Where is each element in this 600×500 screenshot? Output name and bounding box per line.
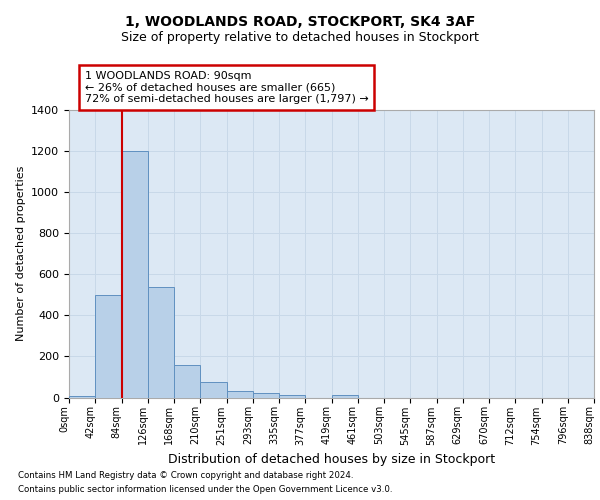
Bar	[121, 151, 148, 398]
Bar	[174, 364, 200, 398]
Text: Size of property relative to detached houses in Stockport: Size of property relative to detached ho…	[121, 31, 479, 44]
Text: Contains public sector information licensed under the Open Government Licence v3: Contains public sector information licen…	[18, 484, 392, 494]
Bar	[200, 382, 227, 398]
Text: Contains HM Land Registry data © Crown copyright and database right 2024.: Contains HM Land Registry data © Crown c…	[18, 472, 353, 480]
Bar	[148, 286, 174, 398]
Y-axis label: Number of detached properties: Number of detached properties	[16, 166, 26, 342]
Text: 1, WOODLANDS ROAD, STOCKPORT, SK4 3AF: 1, WOODLANDS ROAD, STOCKPORT, SK4 3AF	[125, 16, 475, 30]
Bar	[253, 394, 279, 398]
Bar	[69, 396, 95, 398]
Bar	[279, 396, 305, 398]
Bar	[331, 396, 358, 398]
Text: 1 WOODLANDS ROAD: 90sqm
← 26% of detached houses are smaller (665)
72% of semi-d: 1 WOODLANDS ROAD: 90sqm ← 26% of detache…	[85, 71, 368, 104]
X-axis label: Distribution of detached houses by size in Stockport: Distribution of detached houses by size …	[168, 453, 495, 466]
Bar	[227, 392, 253, 398]
Bar	[95, 295, 121, 398]
